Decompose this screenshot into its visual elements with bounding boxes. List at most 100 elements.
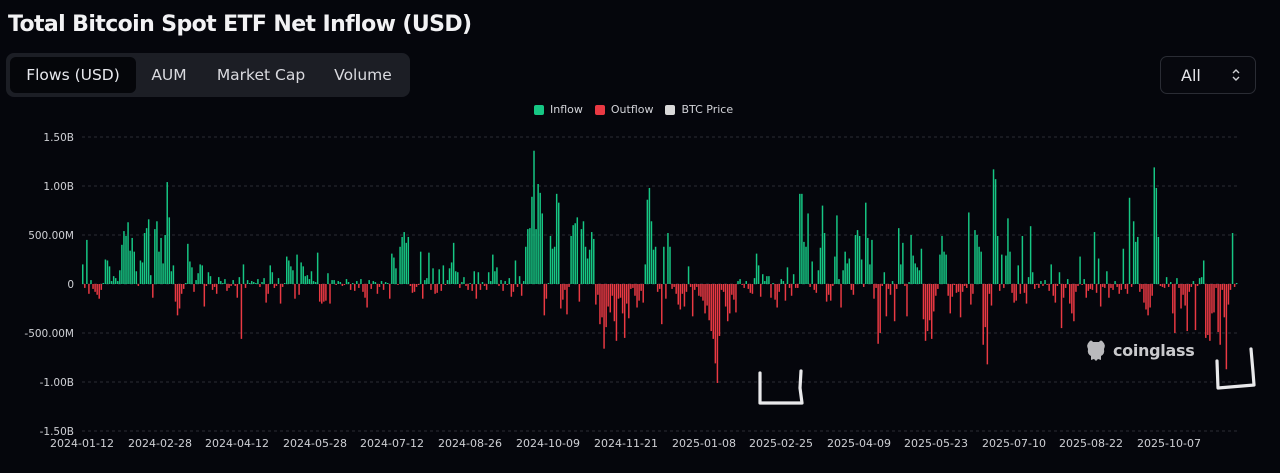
outflow-bar[interactable] [619, 284, 622, 298]
inflow-bar[interactable] [869, 264, 871, 284]
outflow-bar[interactable] [784, 284, 787, 301]
outflow-bar[interactable] [949, 284, 951, 314]
inflow-bar[interactable] [222, 283, 224, 284]
inflow-bar[interactable] [461, 282, 463, 284]
net-inflow-bar-chart[interactable]: 1.50B1.00B500.00M0-500.00M-1.00B-1.50B20… [0, 120, 1280, 473]
outflow-bar[interactable] [720, 284, 723, 290]
inflow-bar[interactable] [380, 281, 383, 284]
outflow-bar[interactable] [1207, 284, 1209, 335]
inflow-bar[interactable] [384, 282, 387, 284]
inflow-bar[interactable] [968, 212, 970, 284]
outflow-bar[interactable] [1124, 284, 1127, 289]
inflow-bar[interactable] [110, 281, 113, 284]
outflow-bar[interactable] [1190, 284, 1193, 287]
inflow-bar[interactable] [976, 235, 978, 284]
outflow-bar[interactable] [180, 284, 183, 294]
outflow-bar[interactable] [729, 284, 731, 314]
inflow-bar[interactable] [195, 280, 197, 284]
inflow-bar[interactable] [772, 283, 774, 284]
outflow-bar[interactable] [634, 284, 636, 296]
outflow-bar[interactable] [370, 284, 372, 289]
inflow-bar[interactable] [920, 248, 923, 284]
outflow-bar[interactable] [788, 284, 791, 288]
inflow-bar[interactable] [496, 267, 498, 284]
inflow-bar[interactable] [473, 271, 475, 284]
outflow-bar[interactable] [706, 284, 708, 306]
inflow-bar[interactable] [374, 282, 377, 284]
outflow-bar[interactable] [94, 284, 96, 292]
outflow-bar[interactable] [213, 284, 216, 287]
inflow-bar[interactable] [145, 228, 148, 284]
inflow-bar[interactable] [302, 266, 304, 284]
outflow-bar[interactable] [1215, 284, 1217, 288]
outflow-bar[interactable] [1126, 284, 1129, 294]
outflow-bar[interactable] [906, 284, 908, 317]
inflow-bar[interactable] [316, 252, 319, 284]
inflow-bar[interactable] [112, 276, 115, 284]
outflow-bar[interactable] [774, 284, 776, 300]
inflow-bar[interactable] [848, 258, 851, 284]
inflow-bar[interactable] [1044, 280, 1046, 284]
outflow-bar[interactable] [972, 284, 974, 294]
inflow-bar[interactable] [469, 283, 471, 284]
outflow-bar[interactable] [1089, 284, 1092, 289]
inflow-bar[interactable] [401, 236, 403, 284]
inflow-bar[interactable] [246, 280, 249, 284]
outflow-bar[interactable] [174, 284, 177, 302]
outflow-bar[interactable] [982, 284, 984, 345]
outflow-bar[interactable] [1180, 284, 1182, 309]
inflow-bar[interactable] [1176, 278, 1178, 284]
inflow-bar[interactable] [191, 267, 193, 284]
inflow-bar[interactable] [424, 280, 426, 284]
outflow-bar[interactable] [611, 284, 614, 296]
outflow-bar[interactable] [961, 284, 964, 292]
tab-market-cap[interactable]: Market Cap [216, 66, 306, 84]
outflow-bar[interactable] [362, 284, 364, 292]
inflow-bar[interactable] [261, 282, 263, 284]
outflow-bar[interactable] [1077, 284, 1079, 286]
inflow-bar[interactable] [646, 199, 649, 284]
outflow-bar[interactable] [1011, 284, 1013, 293]
outflow-bar[interactable] [759, 284, 762, 297]
outflow-bar[interactable] [963, 284, 966, 286]
outflow-bar[interactable] [1075, 284, 1077, 292]
outflow-bar[interactable] [714, 284, 717, 364]
outflow-bar[interactable] [696, 284, 698, 287]
outflow-bar[interactable] [323, 284, 325, 302]
outflow-bar[interactable] [613, 284, 616, 322]
inflow-bar[interactable] [856, 230, 859, 284]
inflow-bar[interactable] [1170, 282, 1172, 284]
inflow-bar[interactable] [914, 263, 916, 284]
legend-item-btc-price[interactable]: BTC Price [665, 103, 733, 116]
inflow-bar[interactable] [131, 237, 133, 284]
outflow-bar[interactable] [267, 284, 269, 294]
outflow-bar[interactable] [840, 284, 842, 308]
outflow-bar[interactable] [623, 284, 626, 338]
inflow-bar[interactable] [1040, 281, 1042, 284]
inflow-bar[interactable] [185, 283, 187, 284]
inflow-bar[interactable] [650, 221, 653, 284]
inflow-bar[interactable] [891, 281, 894, 284]
outflow-bar[interactable] [689, 284, 692, 287]
inflow-bar[interactable] [147, 219, 150, 284]
inflow-bar[interactable] [504, 281, 506, 284]
outflow-bar[interactable] [825, 284, 828, 302]
inflow-bar[interactable] [753, 278, 756, 284]
outflow-bar[interactable] [988, 284, 991, 294]
inflow-bar[interactable] [978, 246, 980, 284]
inflow-bar[interactable] [296, 254, 298, 284]
inflow-bar[interactable] [432, 268, 434, 284]
outflow-bar[interactable] [275, 284, 278, 286]
outflow-bar[interactable] [966, 284, 968, 288]
inflow-bar[interactable] [1231, 233, 1234, 284]
inflow-bar[interactable] [945, 254, 947, 284]
outflow-bar[interactable] [378, 284, 381, 287]
inflow-bar[interactable] [403, 232, 405, 284]
inflow-bar[interactable] [558, 202, 560, 284]
outflow-bar[interactable] [895, 284, 898, 289]
outflow-bar[interactable] [615, 284, 618, 341]
outflow-bar[interactable] [545, 284, 548, 299]
inflow-bar[interactable] [232, 280, 234, 284]
outflow-bar[interactable] [88, 284, 90, 294]
outflow-bar[interactable] [935, 284, 937, 296]
